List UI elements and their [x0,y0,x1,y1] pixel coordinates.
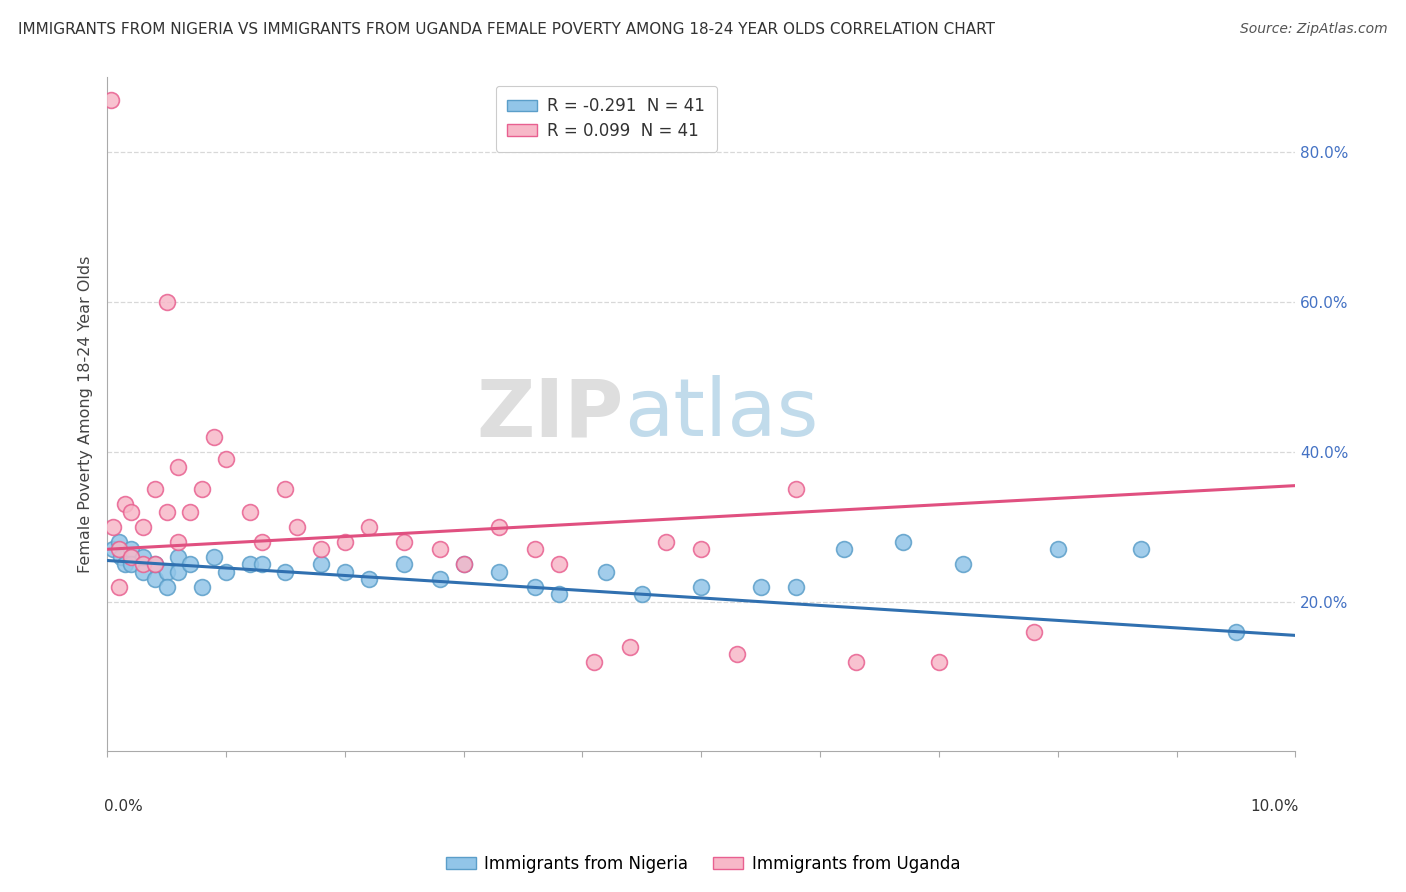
Point [120,505,142,519]
Point [309,558,332,572]
Point [333,565,356,579]
Point [191,580,214,594]
Point [167,565,190,579]
Point [631,587,654,601]
Point [250,558,273,572]
Point [167,534,190,549]
Point [274,565,297,579]
Text: IMMIGRANTS FROM NIGERIA VS IMMIGRANTS FROM UGANDA FEMALE POVERTY AMONG 18-24 YEA: IMMIGRANTS FROM NIGERIA VS IMMIGRANTS FR… [18,22,995,37]
Point [132,549,155,564]
Point [143,483,166,497]
Point [785,580,807,594]
Point [595,565,617,579]
Point [155,295,177,310]
Point [845,655,868,669]
Point [250,534,273,549]
Point [583,655,606,669]
Point [167,459,190,474]
Point [239,505,262,519]
Point [488,520,510,534]
Point [891,534,914,549]
Point [690,580,713,594]
Point [928,655,950,669]
Point [274,483,297,497]
Point [394,558,416,572]
Point [114,558,136,572]
Point [215,565,238,579]
Point [120,558,142,572]
Point [654,534,676,549]
Point [357,520,380,534]
Point [191,483,214,497]
Point [1022,624,1045,639]
Point [202,430,225,444]
Point [120,549,142,564]
Legend: Immigrants from Nigeria, Immigrants from Uganda: Immigrants from Nigeria, Immigrants from… [439,848,967,880]
Point [143,558,166,572]
Point [785,483,807,497]
Point [132,520,155,534]
Point [179,558,201,572]
Text: atlas: atlas [624,376,818,453]
Point [285,520,308,534]
Y-axis label: Female Poverty Among 18-24 Year Olds: Female Poverty Among 18-24 Year Olds [79,256,93,574]
Point [453,558,475,572]
Point [143,572,166,586]
Point [167,549,190,564]
Point [114,497,136,511]
Point [108,534,131,549]
Point [155,580,177,594]
Point [110,549,132,564]
Point [725,647,748,661]
Point [832,542,855,557]
Point [179,505,201,519]
Point [101,520,124,534]
Point [108,542,131,557]
Point [429,542,451,557]
Point [239,558,262,572]
Point [1130,542,1153,557]
Point [952,558,974,572]
Text: ZIP: ZIP [477,376,624,453]
Point [155,505,177,519]
Point [100,93,122,107]
Legend: R = -0.291  N = 41, R = 0.099  N = 41: R = -0.291 N = 41, R = 0.099 N = 41 [496,86,717,152]
Text: Source: ZipAtlas.com: Source: ZipAtlas.com [1240,22,1388,37]
Point [749,580,772,594]
Point [143,558,166,572]
Point [1046,542,1069,557]
Point [488,565,510,579]
Point [215,452,238,467]
Point [333,534,356,549]
Point [202,549,225,564]
Point [523,542,546,557]
Point [547,587,569,601]
Point [132,558,155,572]
Point [309,542,332,557]
Point [101,542,124,557]
Point [690,542,713,557]
Point [547,558,569,572]
Point [523,580,546,594]
Point [357,572,380,586]
Point [453,558,475,572]
Point [155,565,177,579]
Text: 0.0%: 0.0% [104,798,142,814]
Point [132,565,155,579]
Point [429,572,451,586]
Point [394,534,416,549]
Point [108,580,131,594]
Text: 10.0%: 10.0% [1251,798,1299,814]
Point [1225,624,1247,639]
Point [120,542,142,557]
Point [619,640,641,654]
